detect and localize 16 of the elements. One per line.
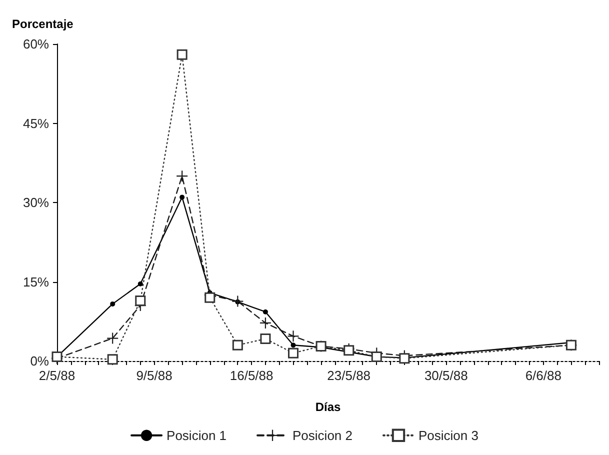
x-tick-label: 2/5/88 (38, 368, 76, 383)
legend-label: Posicion 3 (418, 428, 478, 443)
y-tick-label: 30% (22, 195, 50, 210)
y-tick-label: 0% (30, 354, 50, 368)
legend-label: Posicion 1 (166, 428, 227, 443)
y-tick-label: 15% (22, 274, 50, 290)
x-tick-label: 16/5/88 (230, 368, 274, 383)
y-tick-label: 45% (22, 116, 50, 131)
x-axis-title: Días (315, 400, 341, 414)
y-axis-title: Porcentaje (12, 17, 74, 31)
x-tick-label: 30/5/88 (424, 368, 468, 383)
x-tick-label: 9/5/88 (136, 368, 172, 383)
x-tick-label: 23/5/88 (327, 368, 371, 383)
legend-label: Posicion 2 (292, 428, 352, 443)
y-tick-label: 60% (22, 36, 50, 52)
x-tick-label: 6/6/88 (525, 368, 562, 383)
